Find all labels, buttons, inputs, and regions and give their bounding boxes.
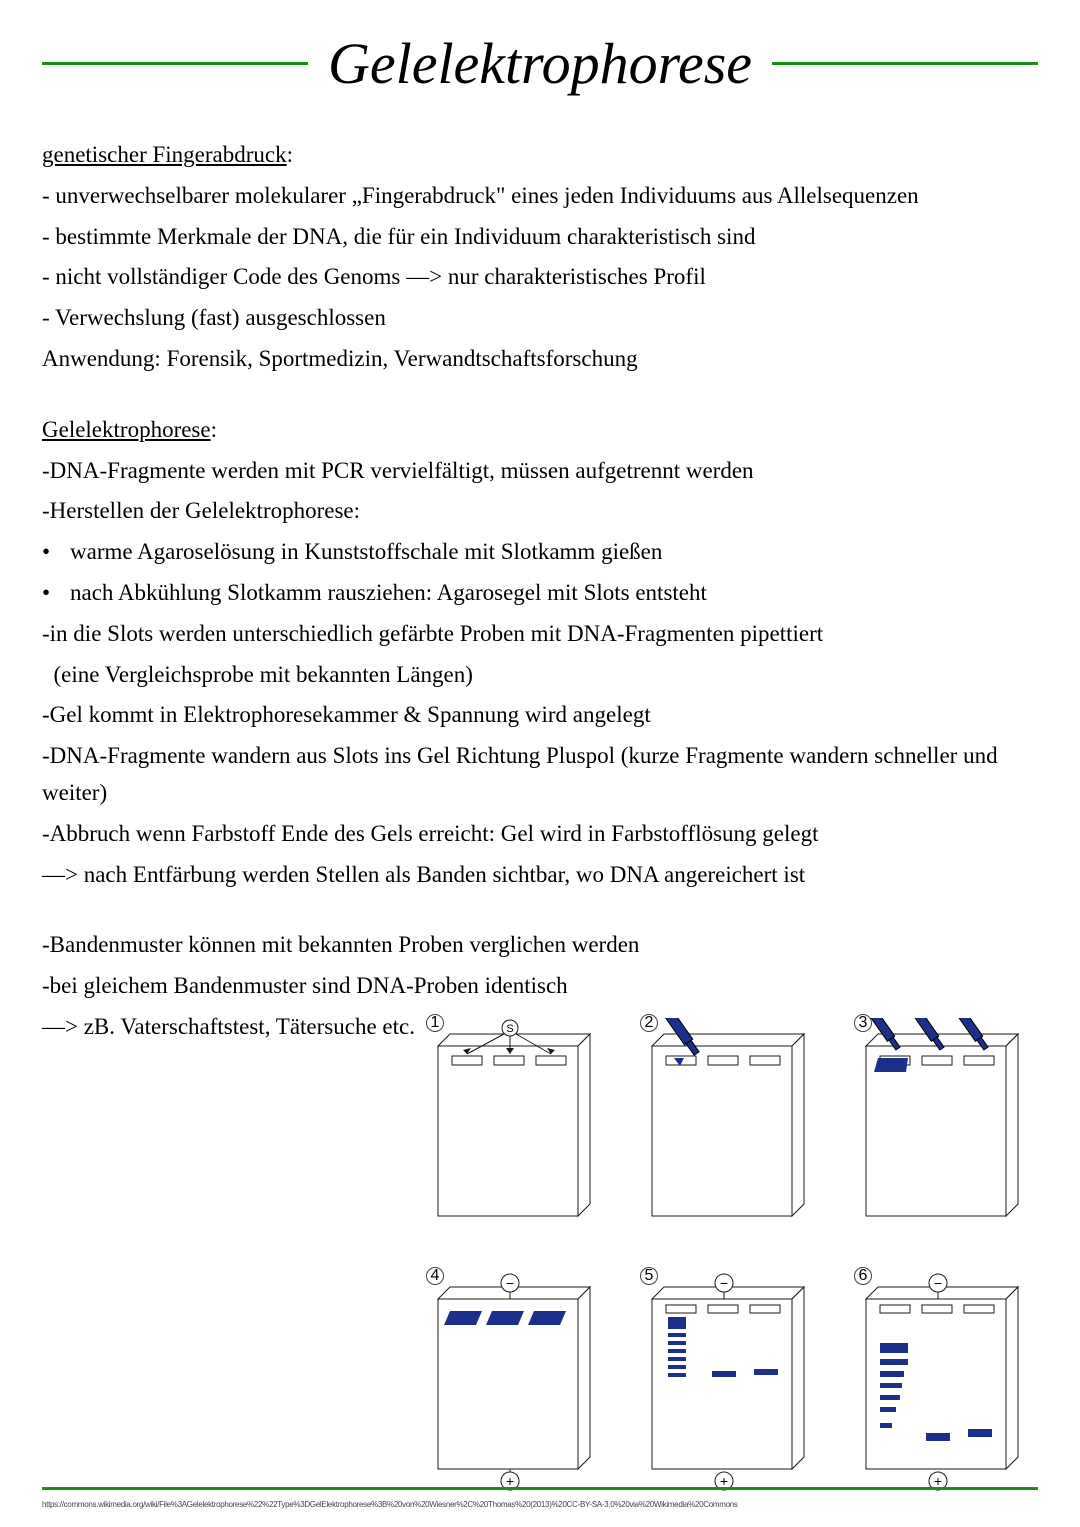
gel-svg-3 [848, 1018, 1038, 1243]
body: genetischer Fingerabdruck: - unverwechse… [42, 137, 1038, 1046]
band-icon [926, 1433, 950, 1441]
s2-b2: nach Abkühlung Slotkamm rausziehen: Agar… [42, 575, 1038, 612]
gel-svg-5: − + [634, 1271, 824, 1496]
section1-colon: : [287, 142, 293, 167]
band-icon [444, 1311, 482, 1325]
band-icon [880, 1343, 908, 1353]
s3-l2: -bei gleichem Bandenmuster sind DNA-Prob… [42, 968, 1038, 1005]
section2-colon: : [211, 417, 217, 442]
band-icon [712, 1371, 736, 1377]
panel-label-5: 5 [640, 1267, 658, 1285]
minus-icon: − [720, 1275, 728, 1291]
s1-l5: Anwendung: Forensik, Sportmedizin, Verwa… [42, 341, 1038, 378]
section1-heading: genetischer Fingerabdruck [42, 137, 287, 174]
diagram-panel-3: 3 [848, 1018, 1038, 1253]
s2-l7: —> nach Entfärbung werden Stellen als Ba… [42, 857, 1038, 894]
diagram-panel-1: 1 S [420, 1018, 610, 1253]
diagram-panel-2: 2 [634, 1018, 824, 1253]
gel-box-icon: S [438, 1020, 590, 1216]
minus-icon: − [934, 1275, 942, 1291]
band-icon [668, 1373, 686, 1377]
band-icon [968, 1429, 992, 1437]
s1-l3: - nicht vollständiger Code des Genoms —>… [42, 259, 1038, 296]
band-icon [880, 1383, 902, 1388]
s2-l3b: (eine Vergleichsprobe mit bekannten Läng… [42, 657, 1038, 694]
panel-label-1: 1 [426, 1014, 444, 1032]
diagram-panel-5: 5 − + [634, 1271, 824, 1506]
s2-l6: -Abbruch wenn Farbstoff Ende des Gels er… [42, 816, 1038, 853]
s2-l3: -in die Slots werden unterschiedlich gef… [42, 616, 1038, 653]
band-icon [668, 1357, 686, 1361]
band-icon [668, 1365, 686, 1369]
gel-svg-4: − + [420, 1271, 610, 1496]
band-icon [668, 1349, 686, 1353]
band-icon [528, 1311, 566, 1325]
band-icon [880, 1407, 896, 1412]
band-icon [668, 1333, 686, 1337]
gel-box-icon [866, 1287, 1018, 1469]
s1-l2: - bestimmte Merkmale der DNA, die für ei… [42, 219, 1038, 256]
s1-l1: - unverwechselbarer molekularer „Fingera… [42, 178, 1038, 215]
gel-svg-6: − + [848, 1271, 1038, 1496]
filled-slot-icon [874, 1058, 908, 1072]
panel-label-4: 4 [426, 1267, 444, 1285]
band-icon [880, 1423, 892, 1428]
footer: https://commons.wikimedia.org/wiki/File%… [0, 1487, 1080, 1509]
page-title: Gelelektrophorese [328, 30, 752, 97]
panel-label-3: 3 [854, 1014, 872, 1032]
gel-svg-2 [634, 1018, 824, 1243]
band-icon [880, 1395, 900, 1400]
s2-l1: -DNA-Fragmente werden mit PCR vervielfäl… [42, 453, 1038, 490]
s2-l5: -DNA-Fragmente wandern aus Slots ins Gel… [42, 738, 1038, 812]
s2-b1: warme Agaroselösung in Kunststoffschale … [42, 534, 1038, 571]
gel-svg-1: S [420, 1018, 610, 1243]
rule-right [772, 62, 1038, 65]
panel-label-2: 2 [640, 1014, 658, 1032]
minus-icon: − [506, 1275, 514, 1291]
rule-bottom [42, 1487, 1038, 1490]
diagram-panel-4: 4 − + [420, 1271, 610, 1506]
rule-left [42, 62, 308, 65]
section2-heading: Gelelektrophorese [42, 412, 211, 449]
title-row: Gelelektrophorese [42, 30, 1038, 97]
gel-box-icon [652, 1034, 804, 1216]
s1-l4: - Verwechslung (fast) ausgeschlossen [42, 300, 1038, 337]
s-label: S [506, 1023, 513, 1035]
band-icon [880, 1371, 904, 1377]
diagram-panel-6: 6 − + [848, 1271, 1038, 1506]
band-icon [880, 1359, 908, 1365]
s3-l1: -Bandenmuster können mit bekannten Probe… [42, 927, 1038, 964]
diagram-grid: 1 S [420, 1018, 1038, 1506]
band-icon [486, 1311, 524, 1325]
footer-url: https://commons.wikimedia.org/wiki/File%… [42, 1500, 1038, 1509]
band-icon [754, 1369, 778, 1375]
band-icon [668, 1317, 686, 1329]
s2-l4: -Gel kommt in Elektrophoresekammer & Spa… [42, 697, 1038, 734]
band-icon [668, 1341, 686, 1345]
s2-l2: -Herstellen der Gelelektrophorese: [42, 493, 1038, 530]
panel-label-6: 6 [854, 1267, 872, 1285]
gel-box-icon [652, 1287, 804, 1469]
